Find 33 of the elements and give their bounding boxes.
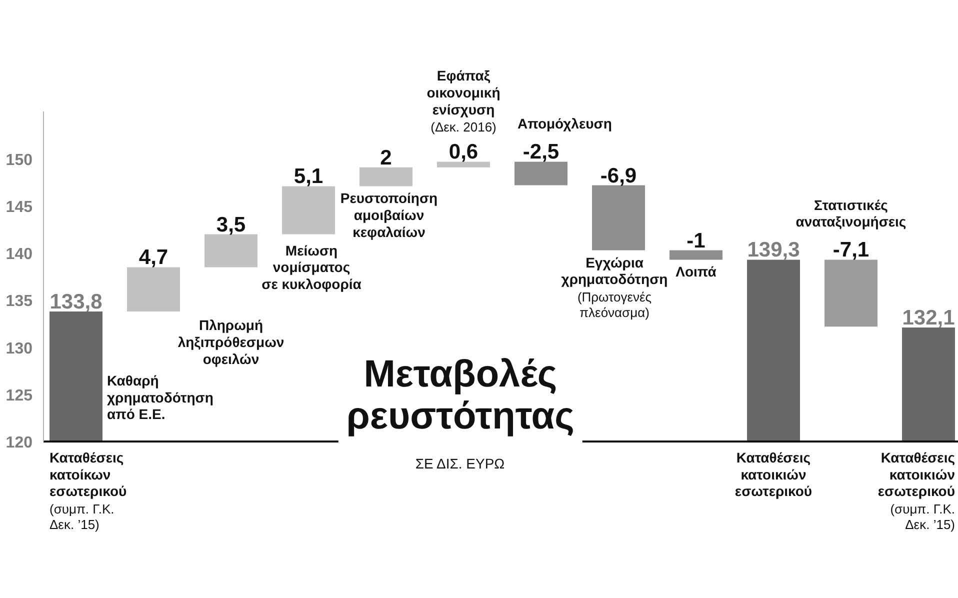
- x-tick-label: Μείωση νομίσματος σε κυκλοφορία: [262, 242, 362, 292]
- data-label: 5,1: [294, 165, 324, 188]
- x-tick-label: Καταθέσεις κατοικιών εσωτερικού: [734, 450, 812, 500]
- data-label: 139,3: [747, 238, 800, 262]
- x-tick-label: Εγχώρια χρηματοδότηση (Πρωτογενές πλεόνασμα): [561, 254, 668, 320]
- x-tick-label: Στατιστικές αναταξινομήσεις: [796, 196, 906, 230]
- x-tick-label: Ρευστοποίηση αμοιβαίων κεφαλαίων: [340, 190, 438, 240]
- data-label: 3,5: [216, 213, 246, 236]
- y-tick-label: 150: [6, 152, 33, 169]
- y-tick-label: 145: [6, 199, 33, 216]
- data-label: 2: [380, 146, 392, 170]
- x-tick-label: Εφάπαξ οικονομική ενίσχυση (Δεκ. 2016): [426, 68, 500, 135]
- x-tick-label: Καθαρή χρηματοδότηση από Ε.Ε.: [107, 372, 214, 422]
- y-tick-label: 120: [6, 434, 33, 452]
- data-label: 133,8: [50, 290, 103, 314]
- y-tick-label: 130: [6, 340, 33, 358]
- y-tick-label: 125: [6, 387, 33, 404]
- x-tick-label: Απομόχλευση: [518, 116, 612, 132]
- y-tick-label: 135: [6, 293, 33, 310]
- x-tick-label: Καταθέσεις κατοίκων εσωτερικού (συμπ. Γ.Κ. Δεκ. ’15): [50, 450, 127, 532]
- data-label: -1: [686, 229, 706, 252]
- x-tick-label: Καταθέσεις κατοικιών εσωτερικού (συμπ. Γ.Κ. Δεκ. ’15): [878, 450, 956, 532]
- x-tick-label: Λοιπά: [676, 264, 717, 280]
- text: Μεταβολές ρευστότητας: [346, 354, 574, 438]
- data-label: 0,6: [448, 140, 478, 164]
- data-label: -6,9: [600, 164, 637, 188]
- y-tick-label: 140: [6, 246, 33, 264]
- data-label: 132,1: [902, 306, 956, 330]
- text: ΣΕ ΔΙΣ. ΕΥΡΩ: [415, 456, 505, 472]
- data-label: 4,7: [138, 246, 168, 270]
- data-label: -2,5: [522, 140, 560, 164]
- data-label: -7,1: [832, 238, 870, 262]
- x-tick-label: Πληρωμή ληξιπρόθεσμων οφειλών: [178, 317, 284, 367]
